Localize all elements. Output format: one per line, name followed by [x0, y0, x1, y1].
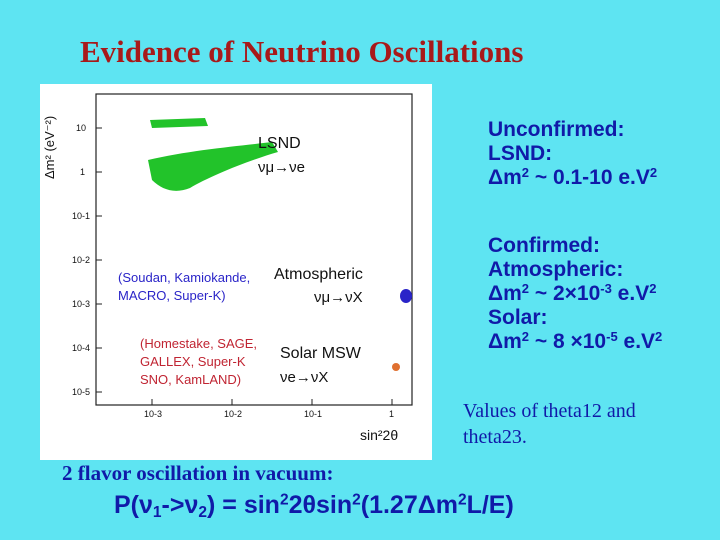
formula-part: L/E): [466, 491, 514, 519]
x-axis-label: sin²2θ: [360, 427, 398, 443]
superscript: -3: [600, 280, 612, 296]
unconfirmed-heading: Unconfirmed:: [488, 118, 625, 141]
oscillation-exclusion-plot: 10 1 10-1 10-2 10-3 10-4 10-5 10-3 10-2 …: [40, 84, 432, 460]
plot-frame: [95, 93, 413, 406]
unit-text: e.V: [611, 282, 650, 305]
unconfirmed-block: Unconfirmed: LSND: Δm2 ~ 0.1-10 e.V2: [488, 118, 657, 190]
superscript: 2: [655, 328, 663, 344]
slide-title: Evidence of Neutrino Oscillations: [80, 34, 524, 69]
delta-m: Δm: [488, 330, 522, 353]
x-tick-label: 10-2: [224, 409, 242, 419]
atm-experiments-line1: (Soudan, Kamiokande,: [118, 270, 250, 285]
y-tick-label: 10: [76, 123, 86, 133]
lsnd-region-upper: [150, 118, 208, 128]
superscript: 2: [457, 491, 467, 509]
value-text: ~ 8 ×10: [529, 330, 607, 353]
value-text: ~ 0.1-10 e.V: [529, 166, 650, 189]
y-tick-label: 10-1: [72, 211, 90, 221]
solar-experiments-line3: SNO, KamLAND): [140, 372, 241, 387]
confirmed-atm-value: Δm2 ~ 2×10-3 e.V2: [488, 282, 662, 306]
solar-allowed-point: [392, 363, 400, 371]
superscript: 2: [649, 280, 657, 296]
lsnd-channel: νμ→νe: [258, 159, 305, 176]
formula-part: P(ν: [114, 491, 153, 519]
flavor-heading: 2 flavor oscillation in vacuum:: [62, 461, 334, 485]
solar-channel: νe→νX: [280, 369, 328, 386]
confirmed-atm-label: Atmospheric:: [488, 258, 624, 281]
confirmed-solar-label: Solar:: [488, 306, 548, 329]
y-tick-label: 1: [80, 167, 85, 177]
superscript: 2: [649, 164, 658, 180]
delta-m: Δm: [488, 166, 522, 189]
y-tick-label: 10-5: [72, 387, 90, 397]
confirmed-block: Confirmed: Atmospheric: Δm2 ~ 2×10-3 e.V…: [488, 234, 662, 354]
x-tick-labels: 10-3 10-2 10-1 1: [144, 409, 394, 419]
values-note: Values of theta12 and theta23.: [463, 400, 636, 448]
solar-experiments-line1: (Homestake, SAGE,: [140, 336, 257, 351]
superscript: 2: [279, 491, 289, 509]
superscript: 2: [521, 280, 530, 296]
unconfirmed-lsnd: LSND:: [488, 142, 553, 165]
x-tick-marks: [151, 399, 393, 405]
lsnd-label: LSND: [258, 135, 301, 152]
y-tick-label: 10-4: [72, 343, 90, 353]
subscript: 2: [198, 503, 207, 521]
superscript: 2: [521, 328, 530, 344]
confirmed-heading: Confirmed:: [488, 234, 600, 257]
formula-part: = sin: [215, 491, 280, 519]
y-tick-label: 10-2: [72, 255, 90, 265]
lsnd-region-main: [148, 142, 278, 191]
superscript: -5: [606, 328, 618, 344]
solar-label: Solar MSW: [280, 345, 362, 362]
plot-svg: 10 1 10-1 10-2 10-3 10-4 10-5 10-3 10-2 …: [42, 93, 413, 443]
confirmed-solar-value: Δm2 ~ 8 ×10-5 e.V2: [488, 330, 662, 354]
x-tick-label: 1: [389, 409, 394, 419]
value-text: ~ 2×10: [529, 282, 601, 305]
atm-experiments-line2: MACRO, Super-K): [118, 288, 226, 303]
solar-experiments-line2: GALLEX, Super-K: [140, 354, 246, 369]
superscript: 2: [352, 491, 361, 509]
formula-part: ): [207, 491, 216, 519]
formula-part: 2θsin: [288, 491, 353, 519]
atm-channel: νμ→νX: [314, 289, 363, 306]
delta-m: Δm: [488, 282, 522, 305]
unit-text: e.V: [617, 330, 656, 353]
unconfirmed-lsnd-value: Δm2 ~ 0.1-10 e.V2: [488, 166, 657, 190]
formula-part: ->ν: [161, 491, 199, 519]
x-tick-label: 10-1: [304, 409, 322, 419]
oscillation-formula: P(ν1->ν2) = sin22θsin2(1.27Δm2L/E): [114, 491, 514, 520]
formula-part: (1.27Δm: [360, 491, 458, 519]
subscript: 1: [152, 503, 162, 521]
y-tick-label: 10-3: [72, 299, 90, 309]
x-tick-label: 10-3: [144, 409, 162, 419]
y-tick-labels: 10 1 10-1 10-2 10-3 10-4 10-5: [72, 123, 90, 397]
y-tick-marks: [96, 127, 102, 393]
atm-allowed-point: [400, 289, 412, 303]
superscript: 2: [521, 164, 530, 180]
y-axis-label: Δm² (eV⁻²): [42, 116, 57, 179]
atm-label: Atmospheric: [274, 266, 363, 283]
